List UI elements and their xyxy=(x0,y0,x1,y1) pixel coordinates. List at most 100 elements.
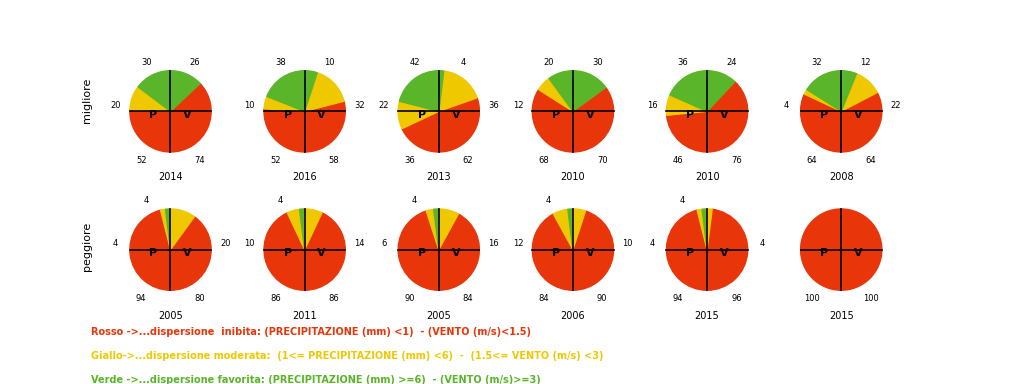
Text: V: V xyxy=(317,109,326,119)
Wedge shape xyxy=(553,209,573,250)
Wedge shape xyxy=(667,210,707,290)
Text: P: P xyxy=(820,248,828,258)
Wedge shape xyxy=(305,209,322,250)
Text: 4: 4 xyxy=(278,196,283,205)
Text: 4: 4 xyxy=(649,239,654,248)
Text: 46: 46 xyxy=(673,156,683,165)
Text: 2008: 2008 xyxy=(828,172,854,182)
Text: 36: 36 xyxy=(404,156,415,165)
Text: 20: 20 xyxy=(220,239,230,248)
Wedge shape xyxy=(305,71,317,111)
Wedge shape xyxy=(438,71,477,111)
Text: 4: 4 xyxy=(143,196,148,205)
Text: 30: 30 xyxy=(592,58,602,67)
Text: P: P xyxy=(686,248,694,258)
Wedge shape xyxy=(702,209,707,250)
Wedge shape xyxy=(264,109,305,152)
Wedge shape xyxy=(398,101,438,129)
Text: P: P xyxy=(150,248,158,258)
Text: 52: 52 xyxy=(270,156,281,165)
Text: V: V xyxy=(183,248,191,258)
Wedge shape xyxy=(300,209,305,250)
Text: Giallo->...dispersione moderata:  (1<= PRECIPITAZIONE (mm) <6)  -  (1.5<= VENTO : Giallo->...dispersione moderata: (1<= PR… xyxy=(91,351,604,361)
Wedge shape xyxy=(573,71,606,111)
Text: peggiore: peggiore xyxy=(82,222,92,271)
Wedge shape xyxy=(170,84,211,152)
Text: V: V xyxy=(183,109,191,119)
Text: 12: 12 xyxy=(513,101,523,110)
Text: 64: 64 xyxy=(865,156,876,165)
Text: 10: 10 xyxy=(245,101,255,110)
Text: 2005: 2005 xyxy=(158,311,183,321)
Text: 80: 80 xyxy=(195,294,205,303)
Wedge shape xyxy=(288,209,305,250)
Wedge shape xyxy=(138,71,170,111)
Text: 2015: 2015 xyxy=(694,311,720,321)
Wedge shape xyxy=(707,209,712,250)
Text: 38: 38 xyxy=(274,58,286,67)
Text: 20: 20 xyxy=(544,58,554,67)
Text: 96: 96 xyxy=(731,294,741,303)
Text: 4: 4 xyxy=(546,196,551,205)
Text: 84: 84 xyxy=(539,294,549,303)
Wedge shape xyxy=(402,111,438,152)
Text: 12: 12 xyxy=(860,58,870,67)
Wedge shape xyxy=(670,71,707,111)
Text: 2006: 2006 xyxy=(560,311,586,321)
Text: 10: 10 xyxy=(324,58,334,67)
Text: P: P xyxy=(418,248,426,258)
Text: V: V xyxy=(854,109,862,119)
Wedge shape xyxy=(130,110,170,152)
Text: 58: 58 xyxy=(329,156,339,165)
Text: 4: 4 xyxy=(680,196,685,205)
Text: Rosso ->...dispersione  inibita: (PRECIPITAZIONE (mm) <1)  - (VENTO (m/s)<1.5): Rosso ->...dispersione inibita: (PRECIPI… xyxy=(91,327,531,337)
Text: 90: 90 xyxy=(597,294,607,303)
Text: P: P xyxy=(552,248,560,258)
Text: V: V xyxy=(317,248,326,258)
Text: 12: 12 xyxy=(513,239,523,248)
Text: V: V xyxy=(854,248,862,258)
Text: 20: 20 xyxy=(111,101,121,110)
Text: 86: 86 xyxy=(329,294,339,303)
Text: 76: 76 xyxy=(731,156,741,165)
Wedge shape xyxy=(807,71,842,111)
Text: 4: 4 xyxy=(113,239,118,248)
Text: 4: 4 xyxy=(760,239,765,248)
Wedge shape xyxy=(805,89,842,111)
Text: V: V xyxy=(586,248,594,258)
Wedge shape xyxy=(170,217,211,290)
Text: 2011: 2011 xyxy=(292,311,317,321)
Wedge shape xyxy=(707,82,748,152)
Wedge shape xyxy=(667,95,707,115)
Wedge shape xyxy=(842,209,882,290)
Text: 6: 6 xyxy=(381,239,387,248)
Text: 64: 64 xyxy=(807,156,817,165)
Wedge shape xyxy=(166,209,170,250)
Wedge shape xyxy=(130,87,170,111)
Text: 26: 26 xyxy=(189,58,200,67)
Wedge shape xyxy=(532,89,573,152)
Text: 2005: 2005 xyxy=(426,311,452,321)
Wedge shape xyxy=(438,214,479,290)
Text: 90: 90 xyxy=(404,294,415,303)
Wedge shape xyxy=(264,96,305,111)
Text: 30: 30 xyxy=(141,58,152,67)
Wedge shape xyxy=(438,209,459,250)
Wedge shape xyxy=(697,209,707,250)
Wedge shape xyxy=(267,71,305,111)
Text: V: V xyxy=(720,248,728,258)
Text: 22: 22 xyxy=(891,101,901,110)
Text: 94: 94 xyxy=(673,294,683,303)
Text: 86: 86 xyxy=(270,294,281,303)
Text: 24: 24 xyxy=(726,58,736,67)
Text: 68: 68 xyxy=(539,156,549,165)
Text: 52: 52 xyxy=(136,156,146,165)
Wedge shape xyxy=(399,71,438,111)
Text: P: P xyxy=(552,109,560,119)
Wedge shape xyxy=(264,213,305,290)
Text: 2013: 2013 xyxy=(426,172,452,182)
Wedge shape xyxy=(305,101,345,152)
Text: V: V xyxy=(452,248,460,258)
Text: 22: 22 xyxy=(379,101,389,110)
Text: Verde ->...dispersione favorita: (PRECIPITAZIONE (mm) >=6)  - (VENTO (m/s)>=3): Verde ->...dispersione favorita: (PRECIP… xyxy=(91,375,541,384)
